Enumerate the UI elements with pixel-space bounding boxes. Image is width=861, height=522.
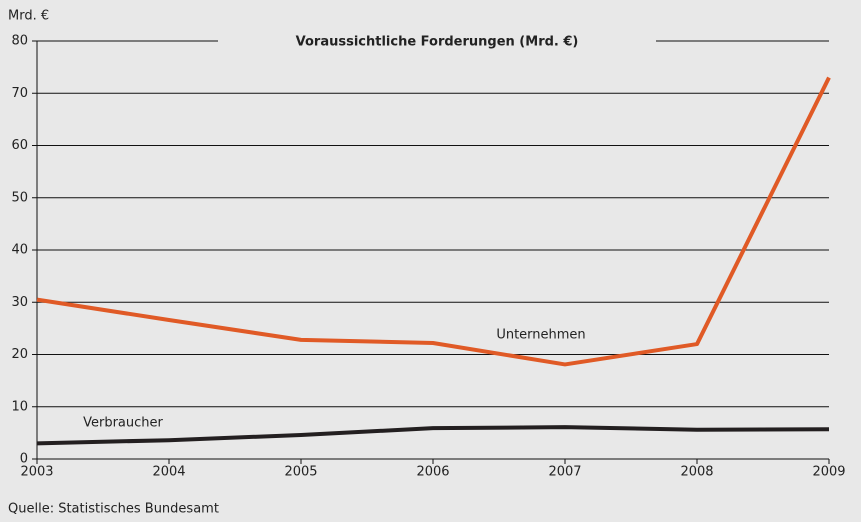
series-line <box>36 76 831 367</box>
x-tick-label: 2009 <box>812 465 845 480</box>
x-tick-label: 2003 <box>20 465 53 480</box>
x-tick-label: 2006 <box>416 465 449 480</box>
title-band <box>218 29 656 53</box>
x-tick-label: 2008 <box>680 465 713 480</box>
y-tick-label: 80 <box>11 34 28 49</box>
x-tick-label: 2007 <box>548 465 581 480</box>
y-tick-label: 20 <box>11 347 28 362</box>
y-tick-label: 70 <box>11 86 28 101</box>
y-tick-label: 10 <box>11 399 28 414</box>
chart-title: Voraussichtliche Forderungen (Mrd. €) <box>296 35 579 50</box>
y-tick-label: 30 <box>11 295 28 310</box>
source: Quelle: Statistisches Bundesamt <box>8 502 219 517</box>
series-label: Verbraucher <box>83 416 163 431</box>
series-line <box>36 425 830 446</box>
y-tick-label: 60 <box>11 138 28 153</box>
y-tick-label: 50 <box>11 190 28 205</box>
y-tick-label: 0 <box>20 452 28 467</box>
x-tick-label: 2004 <box>152 465 185 480</box>
y-axis-label: Mrd. € <box>8 9 49 24</box>
series-label: Unternehmen <box>496 328 585 343</box>
y-tick-label: 40 <box>11 243 28 258</box>
x-tick-label: 2005 <box>284 465 317 480</box>
